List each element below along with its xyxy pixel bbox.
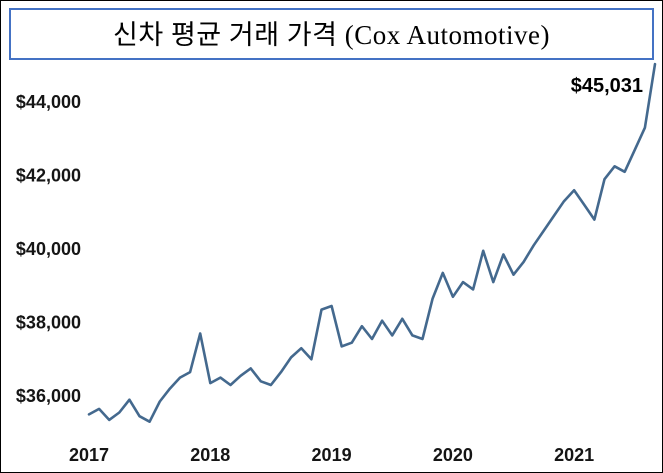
x-tick-label: 2021 bbox=[554, 445, 594, 465]
x-tick-label: 2017 bbox=[69, 445, 109, 465]
last-value-annotation: $45,031 bbox=[571, 75, 643, 97]
line-chart: $36,000 $38,000 $40,000 $42,000 $44,000 2017 2… bbox=[16, 62, 657, 465]
chart-title: 신차 평균 거래 가격 (Cox Automotive) bbox=[113, 20, 550, 50]
x-tick-label: 2019 bbox=[312, 445, 352, 465]
y-tick-label: $36,000 bbox=[16, 386, 81, 406]
chart-area: $36,000 $38,000 $40,000 $42,000 $44,000 2017 2… bbox=[1, 56, 662, 472]
y-tick-label: $44,000 bbox=[16, 92, 81, 112]
y-tick-label: $40,000 bbox=[16, 239, 81, 259]
price-line-series bbox=[87, 62, 657, 424]
y-tick-label: $38,000 bbox=[16, 313, 81, 333]
y-tick-label: $42,000 bbox=[16, 166, 81, 186]
chart-title-box: 신차 평균 거래 가격 (Cox Automotive) bbox=[9, 8, 654, 60]
x-tick-label: 2018 bbox=[190, 445, 230, 465]
x-tick-label: 2020 bbox=[433, 445, 473, 465]
